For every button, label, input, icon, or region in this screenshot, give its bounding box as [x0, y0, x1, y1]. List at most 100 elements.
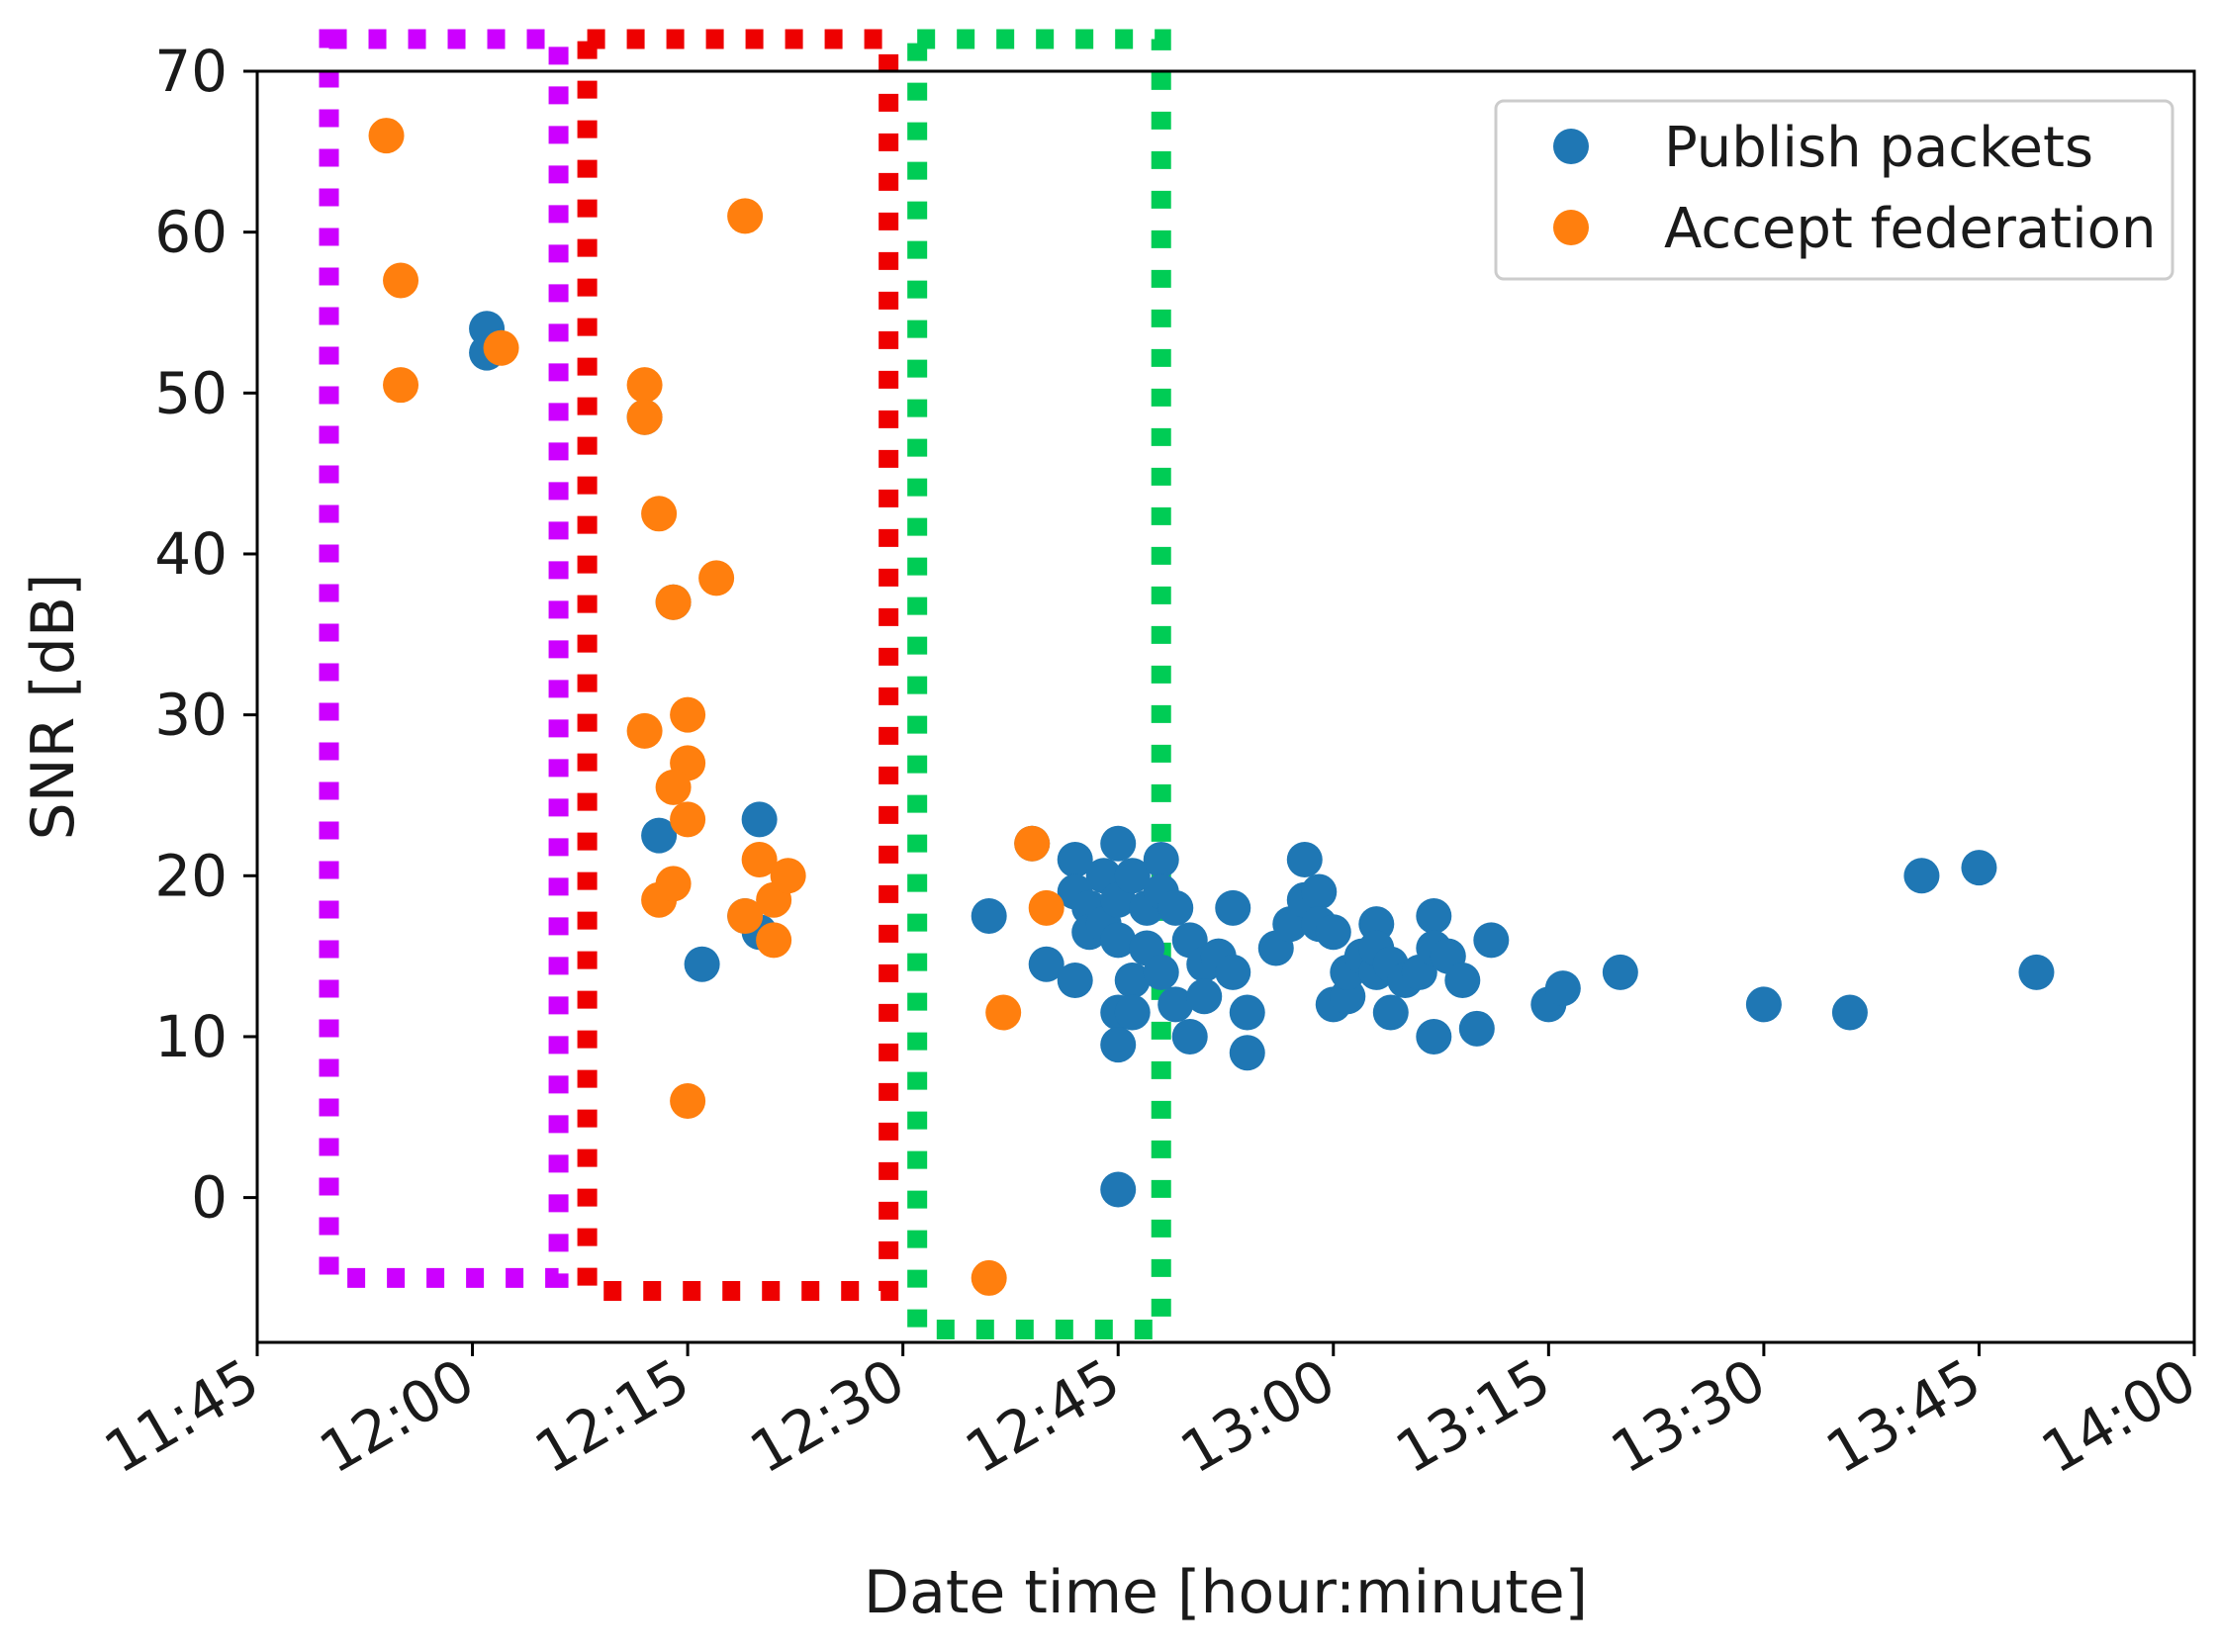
data-points [368, 118, 2055, 1296]
publish-packet-point [1114, 994, 1151, 1031]
accept-federation-point [698, 560, 735, 597]
publish-packet-point [1229, 1035, 1265, 1071]
accept-federation-point [626, 712, 663, 749]
accept-federation-point [670, 801, 706, 838]
publish-packet-point [1745, 986, 1782, 1023]
publish-packet-point [1315, 914, 1351, 951]
x-tick-label: 12:15 [523, 1345, 700, 1486]
accept-federation-point [383, 367, 419, 404]
accept-federation-point [655, 769, 692, 805]
publish-packet-point [641, 817, 678, 854]
accept-federation-point [985, 994, 1022, 1031]
publish-packet-point [1416, 1018, 1452, 1055]
publish-packet-point [1157, 986, 1194, 1023]
annotation-box-1 [319, 29, 569, 1288]
accept-federation-point [741, 842, 778, 878]
publish-packet-point [1416, 897, 1452, 934]
x-tick-label: 13:45 [1815, 1345, 1992, 1486]
annotation-box-3 [907, 29, 1171, 1339]
y-tick-label: 30 [154, 682, 228, 749]
accept-federation-point [670, 1083, 706, 1120]
accept-federation-point [368, 118, 405, 154]
series-2 [368, 118, 1064, 1296]
publish-packet-point [741, 801, 778, 838]
publish-packet-point [1215, 954, 1251, 990]
annotation-box-2 [577, 29, 899, 1301]
publish-packet-point [1028, 946, 1064, 982]
legend: Publish packets Accept federation [1494, 99, 2174, 281]
x-tick-label: 12:00 [309, 1345, 486, 1486]
accept-federation-point [670, 696, 706, 733]
publish-packet-point [1157, 889, 1194, 926]
accept-federation-point [1014, 825, 1051, 862]
y-tick-label: 20 [154, 842, 228, 909]
x-tick-label: 11:45 [93, 1345, 270, 1486]
y-axis: 0 10 20 30 40 50 60 70 [154, 38, 257, 1232]
legend-marker [1553, 210, 1589, 245]
accept-federation-point [727, 198, 764, 234]
publish-packet-point [1100, 1171, 1137, 1208]
publish-packet-point [1444, 963, 1481, 999]
x-tick-label: 13:30 [1600, 1345, 1777, 1486]
y-tick-label: 70 [154, 38, 228, 105]
y-tick-label: 10 [154, 1003, 228, 1070]
accept-federation-point [971, 1259, 1007, 1296]
publish-packet-point [1458, 1010, 1495, 1047]
publish-packet-point [1143, 842, 1179, 878]
accept-federation-point [655, 584, 692, 620]
plot-frame [255, 69, 2196, 1344]
accept-federation-point [626, 399, 663, 435]
x-tick-label: 12:30 [739, 1345, 916, 1486]
publish-packet-point [1301, 873, 1338, 910]
publish-packet-point [1171, 1018, 1208, 1055]
publish-packet-point [1286, 842, 1323, 878]
accept-federation-point [483, 329, 519, 366]
y-tick-label: 40 [154, 520, 228, 588]
annotation-boxes [319, 29, 1171, 1339]
accept-federation-point [641, 496, 678, 532]
legend-marker [1553, 129, 1589, 164]
legend-label: Accept federation [1664, 197, 2156, 261]
publish-packet-point [1544, 970, 1581, 1007]
accept-federation-point [756, 922, 792, 959]
x-tick-label: 14:00 [2030, 1345, 2207, 1486]
x-axis-title: Date time [hour:minute] [864, 1558, 1588, 1627]
accept-federation-point [655, 866, 692, 902]
x-tick-label: 13:15 [1385, 1345, 1562, 1486]
publish-packet-point [1100, 825, 1137, 862]
series-1 [469, 311, 2055, 1208]
legend-frame [1494, 99, 2174, 281]
y-axis-title: SNR [dB] [19, 574, 88, 841]
publish-packet-point [1057, 963, 1093, 999]
accept-federation-point [626, 367, 663, 404]
publish-packet-point [1186, 978, 1223, 1015]
x-axis: 11:45 12:00 12:15 12:30 12:45 13:00 13:15 13:30… [93, 1342, 2207, 1487]
accept-federation-point [1028, 889, 1064, 926]
publish-packet-point [1372, 994, 1409, 1031]
publish-packet-point [1057, 842, 1093, 878]
publish-packet-point [1903, 858, 1940, 894]
y-tick-label: 0 [191, 1164, 228, 1232]
publish-packet-point [1961, 850, 1997, 886]
accept-federation-point [383, 262, 419, 299]
accept-federation-point [770, 858, 806, 894]
x-tick-label: 13:00 [1169, 1345, 1346, 1486]
x-tick-label: 12:45 [954, 1345, 1131, 1486]
publish-packet-point [1114, 858, 1151, 894]
publish-packet-point [2018, 954, 2055, 990]
publish-packet-point [1143, 954, 1179, 990]
publish-packet-point [971, 897, 1007, 934]
publish-packet-point [1100, 922, 1137, 959]
publish-packet-point [1473, 922, 1510, 959]
publish-packet-point [1114, 963, 1151, 999]
publish-packet-point [1215, 889, 1251, 926]
publish-packet-point [1602, 954, 1638, 990]
y-tick-label: 60 [154, 199, 228, 266]
publish-packet-point [1100, 1027, 1137, 1063]
y-tick-label: 50 [154, 359, 228, 426]
accept-federation-point [727, 897, 764, 934]
legend-label: Publish packets [1664, 116, 2093, 180]
publish-packet-point [1831, 994, 1868, 1031]
